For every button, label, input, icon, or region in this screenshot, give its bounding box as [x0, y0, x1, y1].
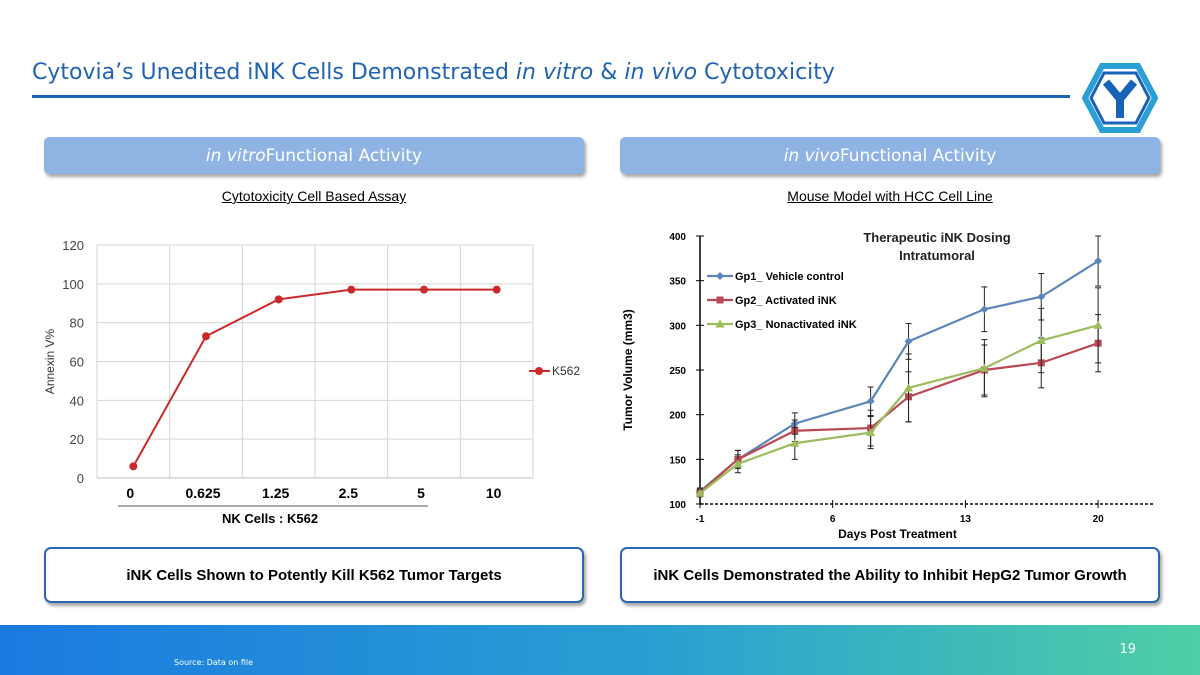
slide-title: Cytovia’s Unedited iNK Cells Demonstrate…	[32, 60, 835, 85]
data-point-k562	[129, 462, 138, 471]
data-point-gp3	[979, 363, 989, 372]
legend-marker-gp3	[715, 319, 725, 328]
data-point-gp3	[904, 383, 914, 392]
y-tick-label: 40	[70, 393, 84, 408]
y-tick-label: 120	[62, 238, 84, 253]
x-axis-label: NK Cells : K562	[222, 511, 318, 526]
data-point-gp1	[1037, 292, 1046, 301]
x-tick-label: -1	[696, 514, 705, 525]
data-point-gp3	[790, 438, 800, 447]
data-point-k562	[420, 285, 428, 294]
y-axis-label: Annexin V%	[43, 328, 57, 394]
legend-label-gp2: Gp2_ Activated iNK	[735, 295, 837, 307]
legend-label-gp3: Gp3_ Nonactivated iNK	[735, 319, 857, 331]
data-point-k562	[492, 285, 501, 294]
in-vivo-subtitle: Mouse Model with HCC Cell Line	[787, 188, 993, 204]
data-point-gp1	[866, 397, 875, 406]
y-tick-label: 350	[669, 277, 686, 288]
x-tick-label: 10	[486, 485, 502, 501]
data-point-gp3	[1093, 320, 1103, 329]
y-tick-label: 60	[70, 355, 84, 370]
source-note: Source: Data on file	[174, 658, 254, 667]
data-point-k562	[274, 295, 283, 304]
chart-title-line1: Therapeutic iNK Dosing	[863, 230, 1010, 245]
in-vivo-header: in vivo Functional Activity	[620, 137, 1160, 174]
series-line-k562	[132, 288, 497, 467]
hexagon-y-logo-icon	[1082, 63, 1158, 133]
y-tick-label: 200	[669, 411, 686, 422]
in-vitro-subtitle: Cytotoxicity Cell Based Assay	[221, 188, 407, 204]
data-point-gp1	[980, 305, 989, 314]
cytotoxicity-chart: 0 20 40 60 80 100 120 0 0.625 1.25 2.5 5 10 NK Cells …	[43, 238, 580, 526]
y-tick-label: 400	[669, 232, 686, 243]
in-vitro-header: in vitro Functional Activity	[44, 137, 584, 174]
y-axis-label: Tumor Volume (mm3)	[621, 309, 635, 431]
data-point-gp3	[695, 488, 705, 497]
title-underline	[32, 95, 1070, 98]
y-tick-label: 0	[77, 471, 84, 486]
x-tick-label: 5	[417, 485, 425, 501]
chart-title-line2: Intratumoral	[899, 248, 975, 263]
data-point-gp1	[904, 337, 913, 346]
in-vivo-conclusion: iNK Cells Demonstrated the Ability to In…	[620, 547, 1160, 603]
y-tick-label: 100	[62, 277, 84, 292]
y-tick-label: 100	[669, 500, 686, 511]
x-tick-label: 6	[830, 514, 836, 525]
series-line-gp2	[699, 342, 1099, 494]
y-tick-label: 150	[669, 455, 686, 466]
legend-label: K562	[552, 364, 580, 378]
tumor-volume-chart: 100 150 200 250 300 350 400 -1 6 13 20 Days Post Tr…	[621, 230, 1155, 541]
footer-bar: 19 Source: Data on file	[0, 625, 1200, 675]
page-number: 19	[1119, 642, 1136, 657]
data-point-gp1	[1094, 257, 1103, 266]
y-tick-label: 300	[669, 321, 686, 332]
in-vitro-conclusion: iNK Cells Shown to Potently Kill K562 Tu…	[44, 547, 584, 603]
y-tick-label: 20	[70, 432, 84, 447]
data-point-k562	[202, 332, 210, 341]
legend-marker-gp1	[716, 272, 724, 280]
data-point-gp3	[866, 428, 876, 437]
data-point-gp3	[1036, 336, 1046, 345]
data-point-k562	[347, 285, 356, 294]
x-tick-label: 20	[1093, 514, 1105, 525]
legend-marker	[535, 367, 543, 375]
x-axis-label: Days Post Treatment	[838, 527, 957, 541]
x-tick-label: 1.25	[262, 485, 289, 501]
y-tick-label: 250	[669, 366, 686, 377]
x-tick-label: 0.625	[185, 485, 220, 501]
legend-label-gp1: Gp1_ Vehicle control	[735, 271, 844, 283]
y-tick-label: 80	[70, 316, 84, 331]
legend-marker-gp2	[716, 296, 724, 304]
data-point-gp3	[733, 459, 743, 468]
x-tick-label: 13	[960, 514, 972, 525]
x-tick-label: 2.5	[339, 485, 359, 501]
x-tick-label: 0	[126, 485, 134, 501]
series-line-gp3	[699, 324, 1099, 495]
